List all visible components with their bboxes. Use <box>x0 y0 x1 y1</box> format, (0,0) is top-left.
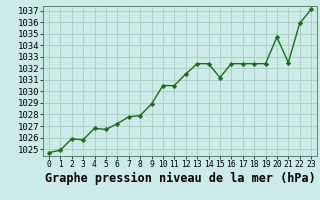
X-axis label: Graphe pression niveau de la mer (hPa): Graphe pression niveau de la mer (hPa) <box>44 172 316 185</box>
